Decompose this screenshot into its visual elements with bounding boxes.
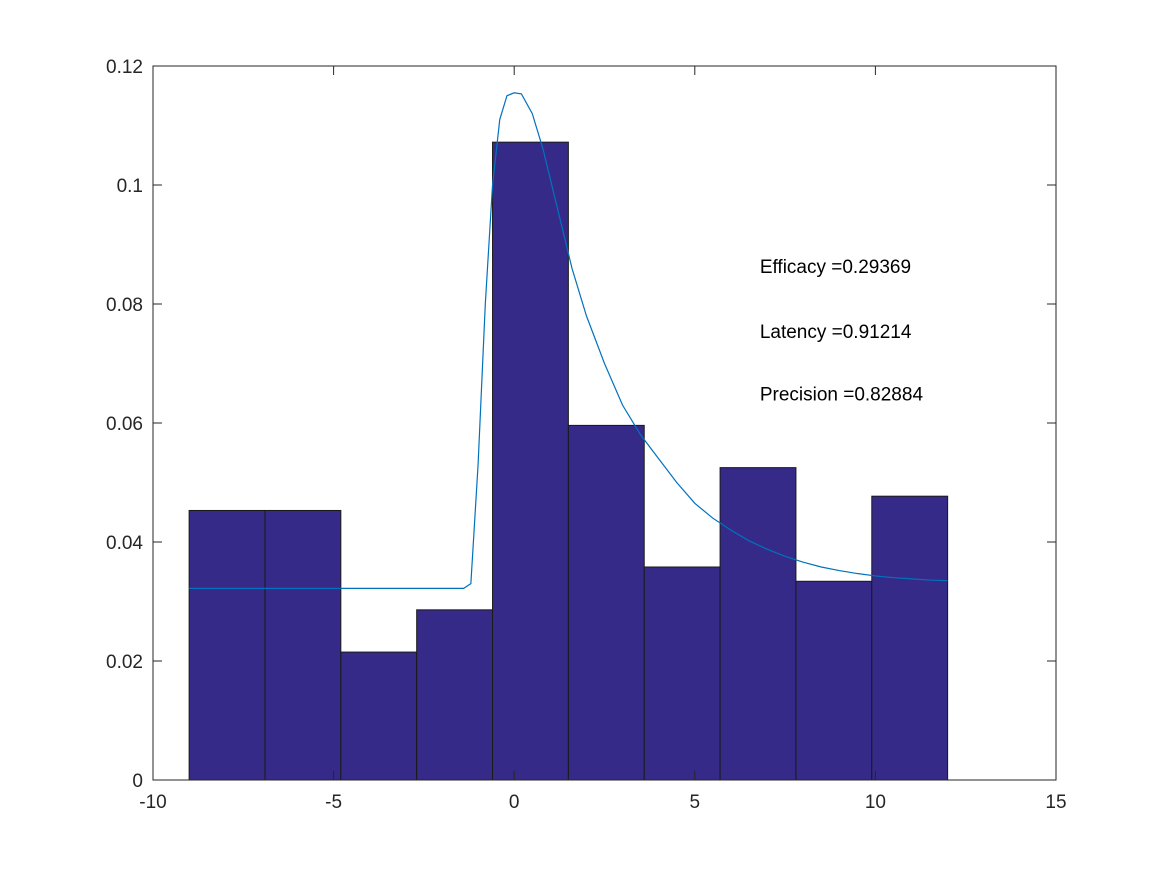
x-tick-label: -5 [325,792,342,813]
histogram-bar [492,141,569,781]
histogram-bar [719,467,797,781]
y-tick-label: 0 [132,771,143,792]
histogram-bar [567,424,645,781]
histogram-bar [643,566,721,781]
annotation-text: Latency =0.91214 [760,322,912,343]
histogram-bar [264,509,342,781]
x-tick-label: 0 [509,792,520,813]
fit-curve-line [189,92,948,590]
histogram-bar [188,509,266,781]
y-tick-label: 0.12 [106,57,143,78]
annotation-text: Precision =0.82884 [760,384,924,405]
y-tick-label: 0.04 [106,533,143,554]
x-tick-label: -10 [139,792,166,813]
y-tick-label: 0.06 [106,414,143,435]
plot-area: -10 -5 0 5 10 15 0 0.02 0.04 0.06 0.08 0.1 0.12 Effic… [106,57,1067,813]
annotation-text: Efficacy =0.29369 [760,257,911,278]
x-tick-label: 5 [690,792,701,813]
histogram-bar [795,580,873,781]
histogram-bar [340,651,418,781]
x-tick-label: 15 [1045,792,1066,813]
x-tick-label: 10 [865,792,886,813]
histogram-bar [871,495,949,781]
y-tick-label: 0.02 [106,652,143,673]
y-tick-label: 0.08 [106,295,143,316]
histogram-bar [416,609,494,781]
y-tick-label: 0.1 [117,176,143,197]
